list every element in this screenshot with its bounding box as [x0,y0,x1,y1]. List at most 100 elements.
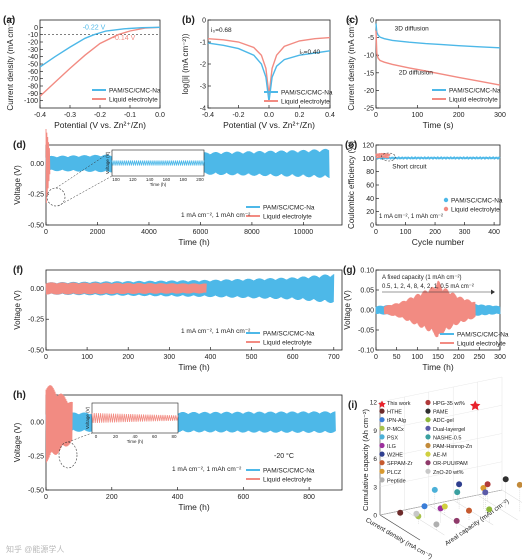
data-ball [502,476,509,483]
legend-swatch-liquid [443,206,449,212]
legend-entry: tPN-Alg [387,418,406,424]
y-tick-label: -40 [28,54,38,61]
inset-x-label: Time (h) [127,439,144,444]
zoom-circle-d [46,187,66,207]
y-tick-label: -0.10 [358,348,374,355]
x-tick-label: 150 [432,354,444,361]
x-tick-label: 200 [453,112,465,119]
annotation-a-pam: -0.22 V [83,25,106,32]
legend-entry: ADC-gel [433,418,454,424]
y-tick-label: 120 [362,143,374,150]
y-tick-label: -0.25 [28,317,44,324]
legend-marker [379,460,385,466]
series-liquid-d [45,128,51,204]
annotation-b-2: i₀=0.40 [300,49,321,56]
data-ball [397,509,404,516]
x-tick-label: 0 [374,354,378,361]
grid-line-3d [379,461,503,487]
x-tick-label: 200 [106,494,118,501]
data-point-liquid [380,152,383,156]
legend-entry: Peptide [387,478,406,484]
x-tick-label: 10000 [294,229,314,236]
grid-line-3d [477,494,518,521]
legend-label-liquid: Liquid electrolyte [263,477,312,484]
data-ball [484,481,491,488]
legend-entry: OR-PUU/PAM [433,461,468,467]
x-tick-label: 0 [44,494,48,501]
legend-marker [379,408,385,414]
x-tick-label: 500 [246,354,258,361]
x-tick-label: 200 [122,354,134,361]
legend-marker [379,468,385,474]
legend-marker [425,468,431,474]
legend-label-pam: PAM/SC/CMC-Na [263,468,315,475]
legend-entry: This work [387,401,411,407]
z-axis-label: Cumulative capacity (Ah cm⁻²) [361,409,370,511]
series-liquid-h [45,385,73,463]
series-liquid-c [375,30,501,86]
legend-label-liquid: Liquid electrolyte [263,340,312,347]
legend-marker [425,425,431,431]
panel-label: (g) [343,265,356,276]
inset-series-pam-d [111,160,205,166]
x-tick-label: 8000 [244,229,260,236]
y-tick-label: 0 [34,25,38,32]
panel-label: (a) [3,15,15,26]
panel-label: (d) [13,140,26,151]
y-axis-label: log(|i| (mA cm⁻²)) [181,33,190,94]
x-axis-label: Time (h) [178,502,209,512]
legend-entry: PLCZ [387,470,402,476]
y-axis-label: Voltage (V) [13,422,22,462]
y-tick-label: -2 [200,62,206,69]
y-tick-label: 0.00 [30,161,44,168]
inset-x-tick-label: 100 [112,177,120,182]
inset-x-tick-label: 200 [196,177,204,182]
y-tick-label: -90 [28,91,38,98]
y-tick-label: -0.50 [28,488,44,495]
x-tick-label: 300 [494,112,506,119]
y-axis-label: Coulombic efficiency (%) [347,141,356,229]
legend-label-pam: PAM/SC/CMC-Na [263,331,315,338]
x-axis-label: Time (h) [422,362,453,372]
legend-entry: AE-M [433,453,447,459]
legend-label-liquid: Liquid electrolyte [451,207,500,214]
this-work-star [470,400,481,411]
panel-label: (c) [346,15,358,26]
legend-marker [425,451,431,457]
y-tick-label: 0.00 [30,420,44,427]
x-tick-label: 700 [328,354,340,361]
series-liquid-b [207,36,331,95]
x-tick-label: 0.0 [264,112,274,119]
x-tick-label: 200 [453,354,465,361]
legend-marker [379,417,385,423]
x-tick-label: 600 [287,354,299,361]
x-tick-label: 300 [494,354,506,361]
data-point-liquid [388,153,391,156]
legend-label-pam: PAM/SC/CMC-Na [281,90,333,97]
legend-label-liquid: Liquid electrolyte [449,97,498,104]
y-tick-label: -0.50 [28,223,44,230]
legend-label-pam: PAM/SC/CMC-Na [449,88,501,95]
data-ball [441,503,448,510]
y-tick-label: -4 [200,106,206,113]
legend-label-pam: PAM/SC/CMC-Na [263,205,315,212]
x-axis-label: Time (s) [423,120,454,130]
x-tick-label: 400 [488,229,500,236]
x-tick-label: 0 [44,354,48,361]
y-tick-label: -1 [200,40,206,47]
condition-text-e: 1 mA cm⁻², 1 mAh cm⁻² [379,214,443,220]
legend-marker-star [378,400,386,408]
data-point-pam [498,156,501,159]
y-tick-label: -5 [368,35,374,42]
data-point-liquid [387,156,390,159]
y-tick-label: 0 [370,223,374,230]
panel-label: (e) [345,140,357,151]
data-ball [516,481,522,488]
zoom-circle-h [58,441,78,469]
condition-text-h: 1 mA cm⁻², 1 mAh cm⁻² [172,466,242,473]
x-tick-label: 100 [411,354,423,361]
legend-entry: HTHE [387,410,402,416]
legend-label-pam: PAM/SC/CMC-Na [457,332,509,339]
y-tick-label: 20 [366,209,374,216]
inset-x-tick-label: 180 [179,177,187,182]
